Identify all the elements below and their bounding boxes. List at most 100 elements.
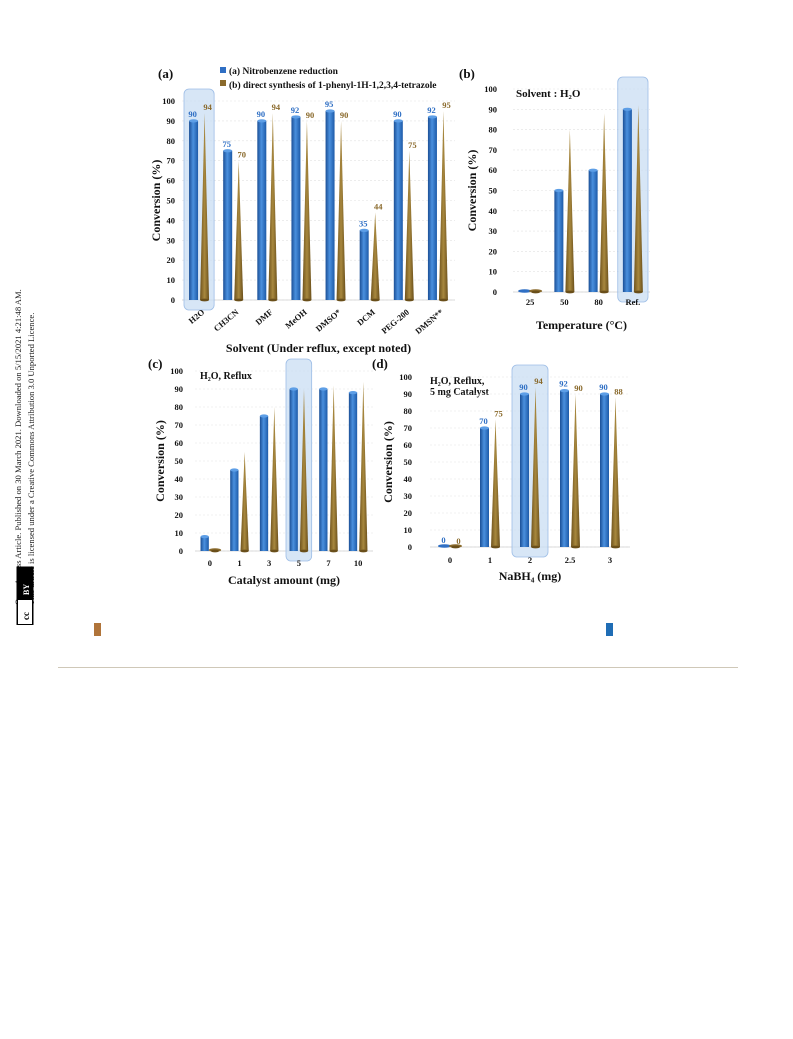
bar-b-b-3 [633,105,643,293]
y-tick-label: 50 [167,196,176,206]
cone-base-a-3 [302,298,312,302]
bar-cap-a-2 [257,119,267,123]
bar-cap-a-1 [223,149,233,153]
y-axis-label-b: Conversion (%) [465,150,479,232]
license-line-2: This article is licensed under a Creativ… [26,313,36,605]
bar-b-b-2 [599,113,609,292]
legend: (a) Nitrobenzene reduction (b) direct sy… [220,66,436,91]
data-label-a: 90 [519,382,528,392]
data-label-a: 75 [222,139,231,149]
bar-a-b-0 [518,289,532,293]
bar-b-d-1 [491,419,500,547]
cc-badge-text: cc [21,612,31,620]
y-tick-label: 90 [175,384,184,394]
data-label-b: 90 [340,110,349,120]
y-axis-label-c: Conversion (%) [153,420,167,502]
bar-cap-a-3 [291,115,301,119]
data-label-a: 95 [325,99,334,109]
y-tick-label: 70 [167,156,176,166]
bar-a-a-0 [189,120,199,301]
bar-b-a-5 [370,212,380,300]
license-side-note: Open Access Article. Published on 30 Mar… [13,289,36,625]
bar-a-c-1 [230,470,239,551]
y-tick-label: 20 [404,508,413,518]
x-tick-label: 25 [526,297,535,307]
bar-b-a-2 [268,112,278,300]
data-label-a: 90 [393,109,402,119]
data-label-b: 90 [574,383,583,393]
x-tick-label: MeOH [283,307,309,331]
y-tick-label: 100 [170,366,183,376]
y-tick-label: 10 [404,525,413,535]
bar-cap-b-2 [588,168,598,172]
x-tick-label: PEG-200 [379,307,411,336]
cone-base-d-3 [571,545,580,549]
y-tick-label: 40 [175,474,184,484]
y-tick-label: 30 [175,492,184,502]
bar-b-d-4 [611,397,620,547]
x-tick-label: 3 [608,555,612,565]
y-tick-label: 80 [175,402,184,412]
orange-marker [94,623,101,636]
bar-a-c-4 [319,389,328,551]
panel-label-d: (d) [372,356,388,371]
bar-a-d-0 [438,544,451,548]
bar-cap-d-1 [480,426,489,430]
blue-marker [606,623,613,636]
panel-label-b: (b) [459,66,475,81]
bar-b-a-1 [234,160,244,300]
x-tick-label: DCM [355,307,377,328]
data-label-b: 44 [374,201,383,211]
x-tick-label: 1 [488,555,492,565]
data-label-a: 90 [599,382,608,392]
cone-base-b-3 [633,290,643,294]
bar-b-a-3 [302,120,312,301]
bar-cap-d-2 [520,392,529,396]
y-tick-label: 100 [399,372,412,382]
by-badge-text: BY [22,584,31,595]
cc-by-badge[interactable]: cc BY [16,566,34,625]
data-label-b: 94 [203,102,212,112]
bar-a-a-4 [325,110,335,300]
panel-label-a: (a) [158,66,173,81]
x-axis-label-c: Catalyst amount (mg) [228,573,340,587]
cone-base-b-2 [599,290,609,294]
bar-b-c-3 [299,389,309,551]
data-label-b: 94 [272,102,281,112]
x-tick-label: 5 [297,558,301,568]
y-tick-label: 20 [167,255,176,265]
annotation-d-0: H₂O, Reflux, [430,376,485,387]
bar-b-b-1 [565,129,575,292]
bar-cap-c-4 [319,387,328,391]
cone-base-d-1 [491,545,500,549]
y-tick-label: 80 [404,406,413,416]
data-label-a: 90 [257,109,266,119]
x-tick-label: 7 [326,558,331,568]
bar-a-a-3 [291,116,301,300]
y-tick-label: 30 [489,226,498,236]
cone-base-a-7 [438,298,448,302]
chart-panel-b: (b) Solvent : H₂O 0 10 20 30 40 50 60 70 80 90 100 Co… [459,66,650,332]
bar-cap-d-4 [600,392,609,396]
bar-cap-c-2 [259,414,269,418]
y-tick-label: 30 [167,235,176,245]
bar-a-c-3 [289,389,298,551]
y-tick-label: 10 [175,528,184,538]
y-tick-label: 80 [167,136,176,146]
y-tick-label: 0 [179,546,183,556]
cone-base-a-2 [268,298,278,302]
y-tick-label: 60 [404,440,413,450]
annotation-b-0: Solvent : H₂O [516,88,581,100]
bar-a-d-3 [560,390,569,547]
data-label-b: 88 [614,386,623,396]
highlight-box-b [617,76,649,303]
y-tick-label: 30 [404,491,413,501]
data-label-b: 75 [408,140,417,150]
bar-a-a-5 [359,230,369,300]
bar-a-a-6 [393,120,403,301]
data-label-a: 90 [188,109,197,119]
bar-cap-b-1 [554,188,564,193]
y-tick-label: 50 [489,186,498,196]
x-tick-label: 1 [237,558,241,568]
bar-b-d-3 [571,394,580,547]
